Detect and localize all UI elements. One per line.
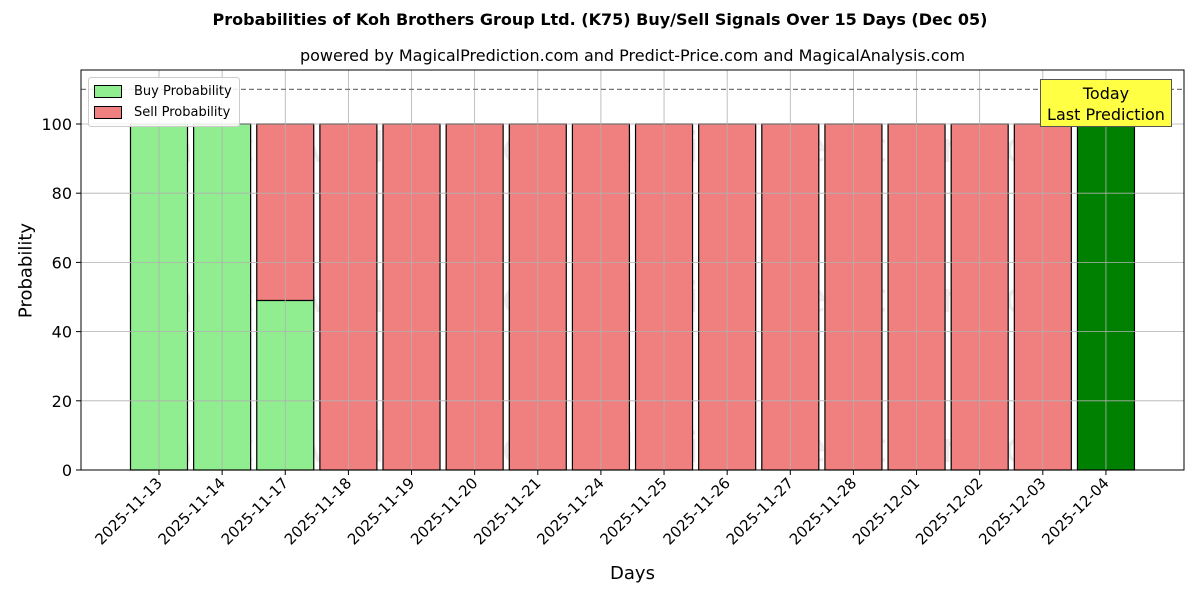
y-tick-label: 60 [52,253,72,272]
y-tick-label: 100 [41,115,72,134]
today-annotation: Today Last Prediction [1040,79,1172,127]
chart-title: Probabilities of Koh Brothers Group Ltd.… [212,10,988,29]
x-tick-label: 2025-12-02 [912,474,986,548]
x-tick-label: 2025-11-27 [723,474,797,548]
annotation-line-1: Today [1082,84,1130,103]
x-tick-label: 2025-11-18 [281,474,355,548]
x-axis-label: Days [610,563,655,584]
y-tick-label: 40 [52,323,72,342]
x-tick-label: 2025-12-03 [975,474,1049,548]
x-tick-label: 2025-11-28 [786,474,860,548]
legend-label-buy: Buy Probability [134,84,232,99]
x-tick-label: 2025-11-14 [155,474,229,548]
legend-label-sell: Sell Probability [134,105,231,120]
x-tick-label: 2025-11-21 [470,474,544,548]
x-tick-label: 2025-11-17 [218,474,292,548]
y-tick-label: 80 [52,184,72,203]
plot-frame [80,69,1185,471]
legend-item-buy: Buy Probability [94,81,232,102]
x-tick-label: 2025-11-24 [533,474,607,548]
x-tick-label: 2025-11-13 [91,474,165,548]
chart-subtitle: powered by MagicalPrediction.com and Pre… [299,46,966,65]
x-tick-label: 2025-12-01 [849,474,923,548]
buy-swatch-icon [94,85,122,98]
legend-item-sell: Sell Probability [94,102,232,123]
x-tick-label: 2025-11-20 [407,474,481,548]
x-tick-label: 2025-11-26 [660,474,734,548]
annotation-line-2: Last Prediction [1047,105,1165,124]
y-tick-label: 0 [62,461,72,480]
x-tick-label: 2025-12-04 [1038,474,1112,548]
sell-swatch-icon [94,106,122,119]
x-tick-label: 2025-11-25 [596,474,670,548]
x-tick-label: 2025-11-19 [344,474,418,548]
legend: Buy Probability Sell Probability [88,77,240,127]
y-tick-label: 20 [52,392,72,411]
y-axis-label: Probability [15,222,37,319]
